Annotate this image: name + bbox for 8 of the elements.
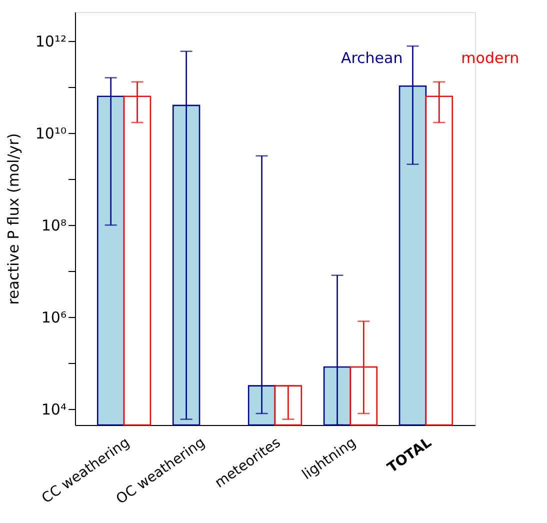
y-tick-label: 10¹⁰ [35, 124, 66, 143]
y-tick-label: 10¹² [35, 32, 66, 51]
y-tick-label: 10⁴ [41, 400, 66, 419]
y-axis-title: reactive P flux (mol/yr) [4, 133, 22, 305]
y-tick-label: 10⁸ [41, 216, 66, 235]
series-label: Archean [340, 49, 403, 68]
y-tick-label: 10⁶ [41, 308, 66, 327]
text: modern [461, 49, 520, 68]
